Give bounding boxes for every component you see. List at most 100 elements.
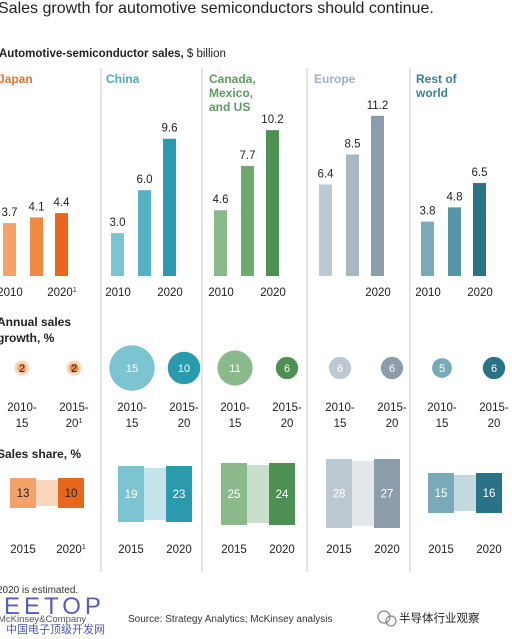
- bar-tick-japan-0: 2010: [0, 287, 23, 299]
- growth-value-china-0: 15: [126, 363, 138, 375]
- share-block-europe-0: [326, 459, 352, 528]
- bar-japan-0: [3, 223, 16, 276]
- growth-period-china-1: 2015-: [169, 402, 199, 414]
- share-block-canada-mexico-and-us-0: [221, 463, 247, 525]
- growth-value-china-1: 10: [178, 363, 190, 375]
- bar-tick-japan-2: 20201: [47, 287, 77, 299]
- growth-period2-japan-1: 201: [66, 418, 83, 430]
- share-connector-canada-mexico-and-us: [247, 465, 269, 523]
- bar-rest-of-world-0: [421, 221, 434, 276]
- growth-label-line1: Annual sales: [0, 315, 71, 329]
- share-year-rest-of-world-0: 2015: [428, 544, 454, 556]
- growth-period-japan-1: 2015-: [59, 402, 89, 414]
- bar-japan-1: [30, 217, 43, 276]
- bar-value-canada-mexico-and-us-1: 7.7: [240, 150, 256, 162]
- share-year-china-0: 2015: [118, 544, 144, 556]
- growth-circle-europe-0: [328, 356, 352, 380]
- share-label: Sales share, %: [0, 447, 81, 461]
- share-year-japan-1: 20201: [56, 544, 86, 556]
- region-name-china: China: [106, 72, 140, 86]
- bar-value-rest-of-world-2: 6.5: [472, 167, 488, 179]
- bar-value-japan-1: 4.1: [29, 201, 45, 213]
- bar-tick-rest-of-world-2: 2020: [467, 287, 493, 299]
- bar-value-rest-of-world-0: 3.8: [420, 206, 436, 218]
- growth-value-europe-0: 6: [337, 363, 343, 375]
- growth-period-china-0: 2010-: [117, 402, 147, 414]
- bar-canada-mexico-and-us-1: [241, 165, 254, 276]
- share-value-canada-mexico-and-us-1: 24: [276, 489, 289, 501]
- share-block-europe-1: [374, 459, 400, 528]
- growth-circle-japan-1: [66, 360, 82, 376]
- bar-value-canada-mexico-and-us-2: 10.2: [261, 114, 283, 126]
- wechat-icon-2: [385, 615, 397, 627]
- region-name-canada-mexico-and-us: and US: [209, 100, 250, 114]
- bar-value-europe-0: 6.4: [318, 168, 335, 180]
- bar-value-japan-2: 4.4: [54, 197, 71, 209]
- growth-value-canada-mexico-and-us-1: 6: [284, 363, 290, 375]
- region-name-europe: Europe: [314, 72, 356, 86]
- growth-value-rest-of-world-1: 6: [491, 363, 497, 375]
- bar-rest-of-world-1: [448, 207, 461, 276]
- bar-tick-europe-2: 2020: [365, 287, 391, 299]
- share-block-rest-of-world-0: [428, 473, 454, 513]
- bar-tick-china-0: 2010: [105, 287, 131, 299]
- watermark-eetop: EETOP: [4, 593, 105, 620]
- growth-circle-rest-of-world-0: [432, 358, 452, 378]
- bar-value-europe-1: 8.5: [345, 138, 361, 150]
- share-value-china-1: 23: [173, 489, 186, 501]
- growth-value-japan-1: 2: [71, 363, 77, 375]
- growth-period-rest-of-world-0: 2010-: [427, 402, 457, 414]
- growth-circle-china-0: [109, 345, 155, 391]
- region-name-japan: Japan: [0, 72, 33, 86]
- bar-tick-canada-mexico-and-us-0: 2010: [208, 287, 234, 299]
- share-connector-europe: [352, 461, 374, 526]
- growth-period2-canada-mexico-and-us-1: 20: [281, 418, 294, 430]
- bar-tick-china-2: 2020: [157, 287, 183, 299]
- share-block-china-1: [166, 466, 192, 522]
- bar-europe-2: [371, 115, 384, 276]
- growth-period-europe-1: 2015-: [377, 402, 407, 414]
- bar-tick-rest-of-world-0: 2010: [415, 287, 441, 299]
- share-connector-rest-of-world: [454, 475, 476, 511]
- wechat-icon: [377, 610, 391, 624]
- bar-canada-mexico-and-us-2: [266, 130, 279, 276]
- region-name-canada-mexico-and-us: Canada,: [209, 72, 256, 86]
- share-connector-china: [144, 468, 166, 520]
- share-block-canada-mexico-and-us-1: [269, 463, 295, 525]
- share-value-rest-of-world-0: 15: [435, 488, 448, 500]
- watermark-wechat: 半导体行业观察: [399, 611, 480, 625]
- share-year-canada-mexico-and-us-1: 2020: [269, 544, 295, 556]
- growth-label-line2: growth, %: [0, 331, 55, 345]
- footnote: 2020 is estimated.: [0, 585, 78, 596]
- share-value-canada-mexico-and-us-0: 25: [228, 489, 241, 501]
- share-year-europe-1: 2020: [374, 544, 400, 556]
- growth-period2-japan-0: 15: [16, 418, 29, 430]
- bar-europe-1: [346, 154, 359, 276]
- share-year-canada-mexico-and-us-0: 2015: [221, 544, 247, 556]
- region-name-rest-of-world: Rest of: [416, 72, 458, 86]
- bar-value-china-0: 3.0: [110, 217, 126, 229]
- growth-circle-canada-mexico-and-us-1: [275, 356, 299, 380]
- bar-china-1: [138, 190, 151, 276]
- share-year-europe-0: 2015: [326, 544, 352, 556]
- share-block-japan-1: [58, 478, 84, 508]
- growth-period2-rest-of-world-0: 15: [436, 418, 449, 430]
- bar-value-japan-0: 3.7: [2, 207, 18, 219]
- growth-period-canada-mexico-and-us-1: 2015-: [272, 402, 302, 414]
- bar-value-europe-2: 11.2: [367, 100, 389, 112]
- growth-value-europe-1: 6: [389, 363, 395, 375]
- chart-subtitle: Automotive-semiconductor sales, $ billio…: [0, 48, 226, 60]
- growth-period2-china-1: 20: [178, 418, 191, 430]
- growth-value-japan-0: 2: [19, 363, 25, 375]
- growth-circle-europe-1: [380, 356, 404, 380]
- share-value-japan-0: 13: [17, 488, 30, 500]
- growth-period-rest-of-world-1: 2015-: [479, 402, 509, 414]
- bar-europe-0: [319, 184, 332, 276]
- growth-period-europe-0: 2010-: [325, 402, 355, 414]
- bar-japan-2: [55, 213, 68, 276]
- share-value-rest-of-world-1: 16: [483, 488, 496, 500]
- growth-circle-japan-0: [14, 360, 30, 376]
- share-block-rest-of-world-1: [476, 473, 502, 513]
- share-connector-japan: [36, 480, 58, 506]
